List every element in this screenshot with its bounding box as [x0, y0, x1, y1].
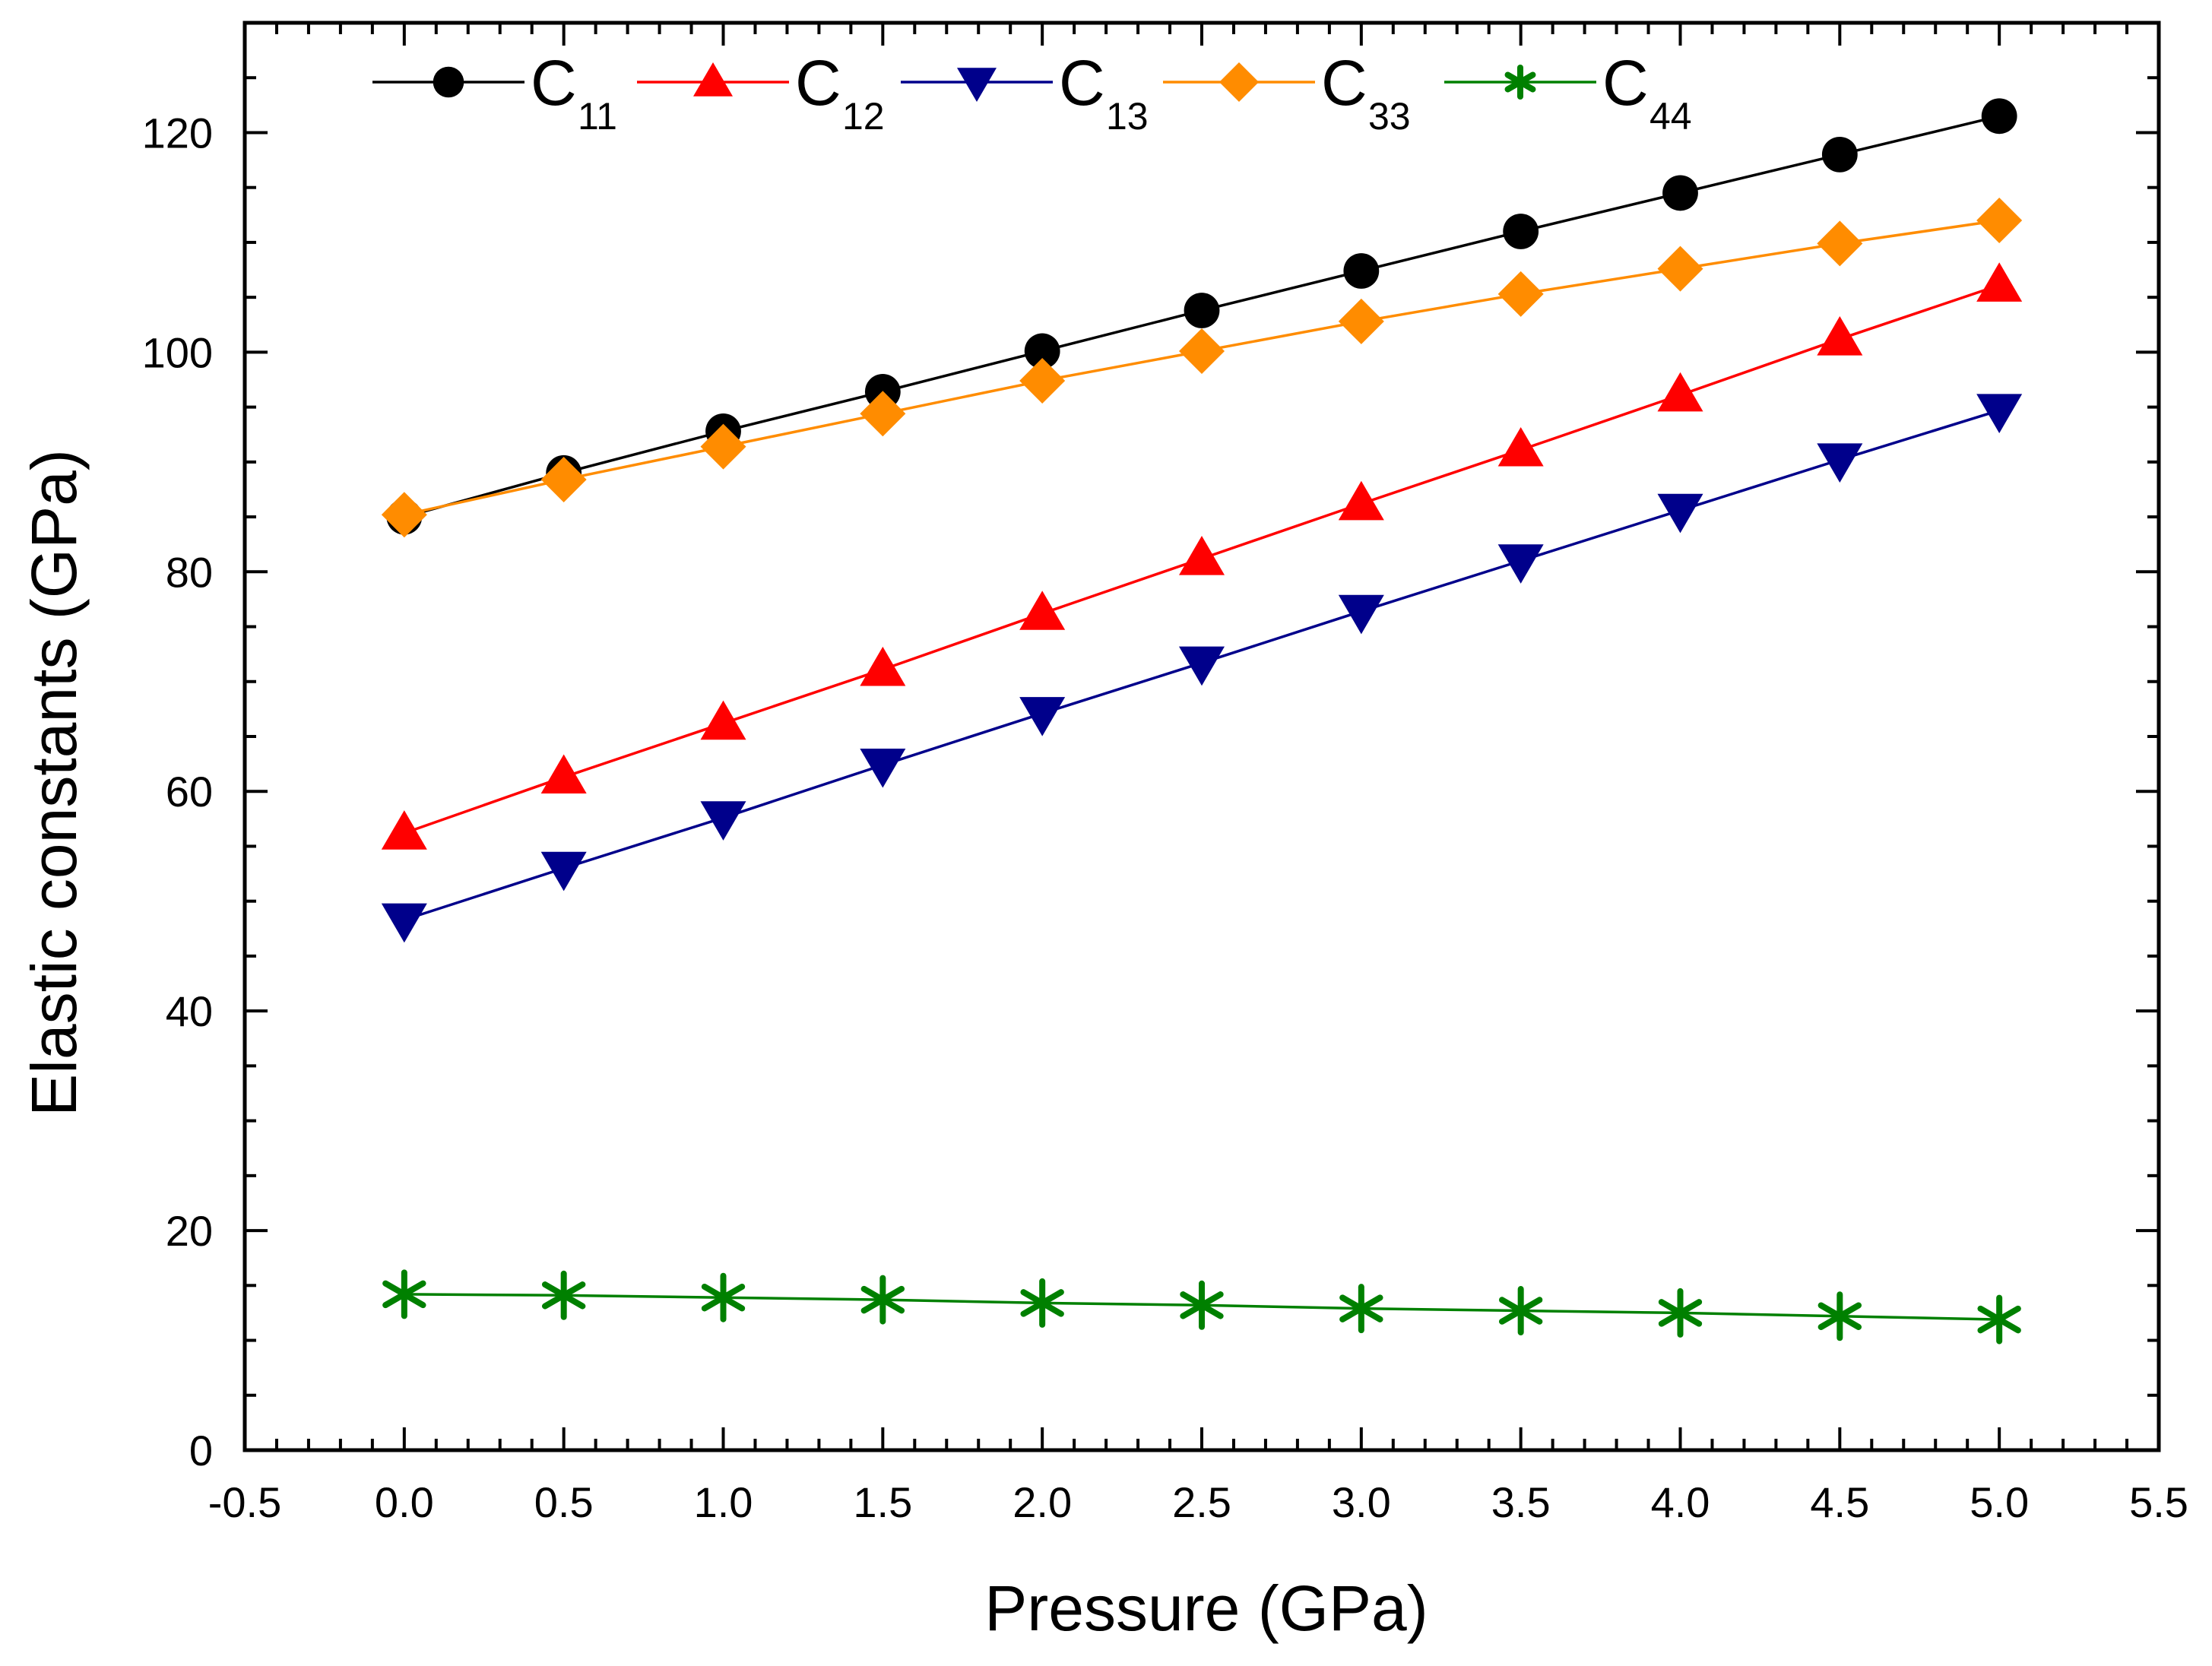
data-point-c12 — [1338, 480, 1384, 521]
data-point-c11 — [1662, 175, 1698, 211]
legend-subscript-c12: 12 — [842, 95, 885, 138]
data-point-c12 — [1657, 372, 1703, 412]
data-point-c44 — [701, 1272, 746, 1322]
data-point-c13 — [1179, 646, 1225, 686]
data-point-c12 — [1817, 316, 1863, 356]
data-point-c33 — [1338, 298, 1384, 344]
data-point-c12 — [1019, 591, 1066, 630]
data-point-c12 — [1497, 426, 1544, 467]
data-point-c44 — [1977, 1294, 2021, 1345]
data-point-c44 — [860, 1275, 905, 1325]
legend-subscript-c13: 13 — [1106, 95, 1149, 138]
x-tick-label: 0.0 — [375, 1478, 434, 1526]
x-axis-title: Pressure (GPa) — [984, 1573, 1428, 1644]
data-point-c13 — [1338, 594, 1384, 635]
legend-marker-c44 — [1504, 65, 1536, 100]
x-tick-label: 1.0 — [694, 1478, 753, 1526]
legend-label-c11: C — [531, 47, 577, 119]
data-point-c12 — [1976, 262, 2023, 302]
tick-labels: -0.5 0.0 0.5 1.0 1.5 2.0 2.5 3.0 3.5 4.0 4.5 5.0 5.5… — [142, 109, 2188, 1526]
x-tick-label: 0.5 — [534, 1478, 594, 1526]
data-point-c13 — [1497, 544, 1544, 584]
x-tick-label: 3.0 — [1332, 1478, 1391, 1526]
x-tick-label: 4.5 — [1810, 1478, 1869, 1526]
legend-marker-c33 — [1219, 62, 1259, 102]
data-point-c33 — [1497, 271, 1544, 317]
x-tick-label: 2.0 — [1013, 1478, 1072, 1526]
data-point-c33 — [381, 492, 427, 538]
legend: C 11 C 12 C 13 C 33 C 44 — [372, 47, 1692, 138]
data-point-c33 — [1657, 245, 1703, 292]
legend-subscript-c11: 11 — [578, 95, 617, 138]
x-tick-label: 1.5 — [853, 1478, 912, 1526]
x-tick-label: 4.0 — [1651, 1478, 1710, 1526]
data-point-c13 — [1817, 443, 1863, 483]
x-tick-label: 5.5 — [2129, 1478, 2188, 1526]
x-tick-label: 5.0 — [1970, 1478, 2029, 1526]
data-point-c44 — [1498, 1286, 1543, 1336]
legend-label-c12: C — [795, 47, 841, 119]
data-point-c33 — [860, 391, 906, 437]
x-tick-label: 2.5 — [1172, 1478, 1231, 1526]
data-point-c13 — [1976, 394, 2023, 433]
y-tick-label: 100 — [142, 328, 213, 376]
data-point-c12 — [540, 754, 587, 794]
plot-markers — [381, 98, 2023, 1345]
data-point-c11 — [1024, 333, 1060, 369]
data-point-c44 — [1020, 1278, 1064, 1328]
y-axis-title: Elastic constants (GPa) — [18, 449, 90, 1116]
legend-marker-c12 — [693, 62, 733, 97]
legend-marker-c13 — [957, 68, 997, 102]
data-point-c44 — [1817, 1291, 1862, 1341]
data-point-c11 — [1981, 98, 2017, 135]
legend-label-c33: C — [1321, 47, 1367, 119]
data-point-c13 — [700, 801, 746, 841]
x-tick-label: 3.5 — [1491, 1478, 1551, 1526]
y-tick-label: 80 — [166, 548, 213, 596]
data-point-c13 — [1657, 493, 1703, 534]
legend-label-c44: C — [1602, 47, 1649, 119]
data-point-c12 — [381, 810, 427, 850]
data-point-c12 — [700, 700, 746, 740]
data-point-c44 — [382, 1269, 426, 1319]
axes — [242, 21, 2161, 1452]
data-point-c33 — [1817, 220, 1863, 267]
data-point-c12 — [1179, 535, 1225, 575]
data-point-c44 — [1180, 1280, 1224, 1330]
y-tick-label: 20 — [166, 1207, 213, 1255]
legend-subscript-c33: 33 — [1368, 95, 1411, 138]
data-point-c33 — [1019, 357, 1066, 404]
plot-frame — [242, 21, 2161, 1452]
y-tick-label: 40 — [166, 987, 213, 1035]
data-point-c13 — [860, 748, 906, 788]
x-tick-label: -0.5 — [208, 1478, 282, 1526]
data-point-c11 — [1503, 214, 1539, 249]
y-tick-label: 120 — [142, 109, 213, 157]
legend-subscript-c44: 44 — [1649, 95, 1692, 138]
data-point-c11 — [1184, 293, 1220, 328]
data-point-c33 — [700, 423, 746, 470]
data-point-c11 — [1343, 253, 1380, 289]
data-point-c44 — [1339, 1284, 1383, 1334]
data-point-c33 — [1179, 328, 1225, 374]
y-tick-label: 0 — [189, 1427, 213, 1474]
data-point-c13 — [381, 903, 427, 943]
data-point-c33 — [1976, 198, 2023, 244]
data-point-c11 — [1821, 136, 1858, 173]
data-point-c33 — [540, 456, 587, 502]
data-point-c13 — [540, 851, 587, 892]
data-point-c44 — [1658, 1288, 1703, 1338]
data-point-c12 — [860, 646, 906, 686]
data-point-c44 — [541, 1270, 586, 1320]
legend-label-c13: C — [1059, 47, 1105, 119]
legend-marker-c11 — [433, 66, 464, 98]
data-point-c13 — [1019, 697, 1066, 736]
y-tick-label: 60 — [166, 768, 213, 816]
